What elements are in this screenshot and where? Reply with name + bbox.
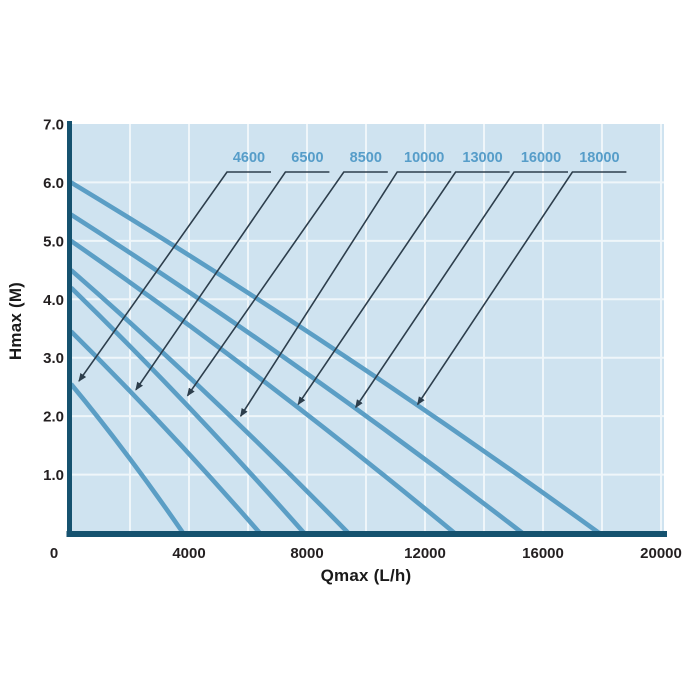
curve-label-16000: 16000 (521, 150, 561, 166)
x-tick-label-16000: 16000 (522, 545, 564, 562)
x-tick-label-0: 0 (50, 545, 58, 562)
pump-curve-10000 (69, 268, 350, 535)
y-tick-label-5: 5.0 (43, 233, 64, 250)
y-axis-title: Hmax (M) (6, 281, 25, 361)
y-tick-label-2: 2.0 (43, 409, 64, 426)
curve-label-4600: 4600 (233, 150, 265, 166)
y-tick-label-4: 4.0 (43, 292, 64, 309)
callout-line-18000 (416, 171, 627, 406)
y-tick-label-1: 1.0 (43, 467, 64, 484)
pump-curve-8500 (69, 285, 306, 535)
callout-line-16000 (355, 171, 568, 409)
callout-line-4600 (78, 171, 271, 382)
pump-curve-6500 (69, 329, 262, 535)
callout-line-6500 (135, 171, 330, 391)
callout-line-13000 (297, 171, 510, 406)
curve-label-6500: 6500 (291, 150, 323, 166)
x-tick-label-4000: 4000 (172, 545, 205, 562)
x-tick-label-12000: 12000 (404, 545, 446, 562)
callout-line-10000 (239, 171, 452, 417)
y-tick-label-6: 6.0 (43, 175, 64, 192)
x-tick-label-20000: 20000 (640, 545, 682, 562)
curve-label-10000: 10000 (404, 150, 444, 166)
pump-curve-4600 (69, 382, 185, 535)
plot-area (71, 124, 664, 533)
y-tick-label-7: 7.0 (43, 117, 64, 134)
curve-label-18000: 18000 (579, 150, 619, 166)
y-tick-label-3: 3.0 (43, 350, 64, 367)
x-axis-title: Qmax (L/h) (320, 566, 412, 585)
curve-label-13000: 13000 (462, 150, 502, 166)
x-tick-label-8000: 8000 (290, 545, 323, 562)
callout-line-8500 (186, 171, 388, 397)
curve-label-8500: 8500 (350, 150, 382, 166)
pump-curve-16000 (69, 212, 524, 535)
